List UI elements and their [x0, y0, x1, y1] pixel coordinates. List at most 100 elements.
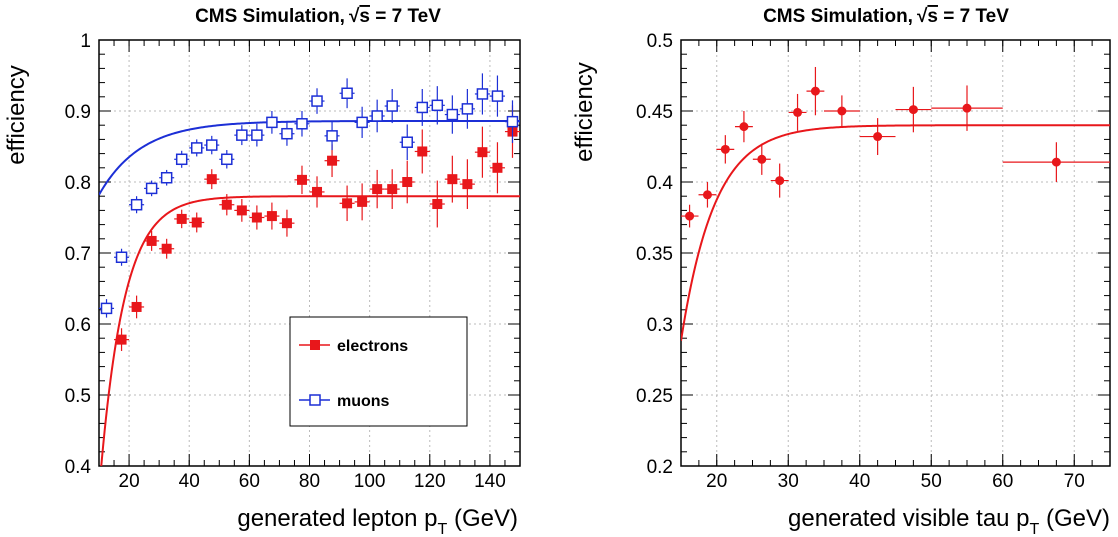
marker-filled-circle: [702, 190, 712, 200]
data-point: [249, 123, 265, 147]
marker-open-square: [190, 142, 203, 154]
data-point: [309, 176, 325, 208]
data-point: [219, 194, 235, 216]
y-tick-label: 0.2: [647, 457, 673, 478]
x-tick-label: 60: [239, 471, 260, 492]
y-tick-label: 0.8: [65, 173, 91, 194]
data-point: [444, 95, 460, 134]
marker-open-square: [160, 171, 173, 184]
data-point: [279, 121, 295, 146]
marker-open-square: [206, 139, 218, 151]
data-point: [770, 163, 789, 198]
data-point: [806, 66, 825, 116]
marker-open-square: [431, 99, 444, 112]
marker-filled-square: [116, 334, 127, 345]
data-point: [354, 106, 370, 138]
data-point: [159, 169, 175, 186]
data-point: [309, 88, 325, 114]
legend-item-muons: muons: [299, 393, 390, 410]
data-point: [895, 86, 932, 133]
x-axis-label: generated lepton pT (GeV): [237, 505, 518, 537]
x-tick-label: 60: [992, 471, 1013, 492]
x-axis-label: generated visible tau pT (GeV): [788, 505, 1110, 537]
x-tick-label: 20: [706, 471, 727, 492]
data-point: [204, 169, 220, 190]
data-point: [369, 99, 385, 133]
series-tau: [681, 66, 1110, 341]
chart-title: CMS Simulation, √s = 7 TeV: [763, 6, 1009, 27]
marker-filled-square: [342, 198, 353, 209]
data-point: [174, 209, 190, 229]
data-point: [294, 165, 310, 195]
data-point: [489, 75, 505, 117]
y-tick-label: 0.35: [636, 244, 673, 265]
marker-filled-square: [236, 205, 247, 216]
data-point: [474, 126, 490, 178]
data-point: [159, 238, 175, 259]
marker-filled-square: [312, 186, 323, 197]
lepton-efficiency-chart: CMS Simulation, √s = 7 TeV efficiency gen…: [3, 6, 521, 537]
data-point: [129, 196, 145, 214]
marker-filled-square: [417, 146, 428, 157]
marker-open-square: [296, 118, 308, 130]
data-point: [234, 125, 250, 146]
marker-filled-square: [176, 213, 187, 224]
marker-open-square: [491, 90, 504, 102]
y-tick-label: 0.9: [65, 102, 91, 123]
data-point: [264, 111, 280, 134]
marker-filled-square: [402, 177, 413, 187]
x-tick-label: 40: [179, 471, 200, 492]
marker-open-square: [416, 101, 429, 114]
marker-open-square: [236, 129, 248, 141]
data-point: [339, 78, 355, 109]
data-point: [144, 180, 160, 197]
tau-efficiency-chart: CMS Simulation, √s = 7 TeV efficiency gen…: [571, 6, 1111, 537]
marker-filled-circle: [793, 107, 803, 117]
x-tick-label: 140: [474, 471, 506, 492]
fit-curve: [100, 195, 520, 466]
marker-filled-square: [477, 147, 488, 158]
marker-filled-square: [447, 174, 458, 185]
fit-curve: [99, 119, 520, 196]
data-point: [384, 88, 400, 124]
legend-box: [289, 316, 468, 427]
data-point: [752, 143, 771, 175]
marker-filled-square: [206, 174, 217, 185]
y-tick-label: 0.4: [647, 173, 674, 194]
marker-filled-circle: [685, 211, 695, 221]
x-tick-label: 50: [921, 471, 942, 492]
marker-filled-circle: [873, 132, 883, 142]
marker-filled-circle: [837, 106, 847, 116]
y-tick-label: 0.5: [65, 386, 91, 407]
data-point: [1002, 142, 1110, 182]
marker-filled-square: [327, 155, 338, 166]
marker-open-square: [175, 153, 188, 166]
marker-open-square: [311, 95, 323, 107]
marker-filled-square: [462, 179, 473, 190]
x-tick-label: 30: [778, 471, 799, 492]
marker-filled-square: [281, 218, 292, 229]
legend-label: electrons: [337, 338, 408, 355]
marker-filled-square: [492, 162, 503, 173]
marker-filled-circle: [720, 144, 730, 154]
marker-filled-square: [221, 199, 232, 210]
marker-open-square: [356, 116, 368, 129]
y-tick-label: 0.5: [647, 31, 673, 52]
marker-filled-circle: [757, 154, 767, 164]
y-tick-label: 0.45: [636, 102, 673, 123]
marker-filled-square: [372, 184, 383, 195]
marker-open-square: [401, 136, 413, 148]
data-point: [716, 135, 735, 164]
marker-open-square: [446, 108, 459, 121]
marker-open-square: [371, 110, 383, 122]
y-tick-label: 0.7: [65, 244, 91, 265]
data-point: [324, 121, 340, 151]
marker-open-square: [100, 302, 113, 315]
legend-swatch-open-square: [309, 394, 321, 406]
legend-swatch-filled-square: [310, 340, 320, 350]
data-point: [429, 86, 445, 125]
marker-open-square: [251, 129, 263, 141]
marker-open-square: [386, 100, 398, 112]
x-tick-label: 120: [414, 471, 446, 492]
data-point: [339, 185, 355, 222]
